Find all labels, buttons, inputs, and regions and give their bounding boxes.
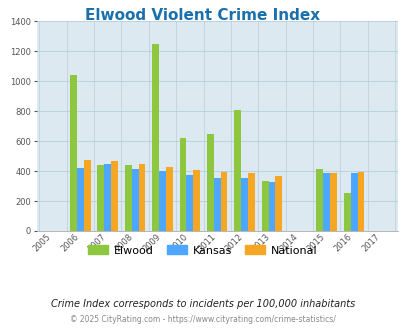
Bar <box>343 193 350 231</box>
Bar <box>83 160 90 231</box>
Bar <box>234 110 241 231</box>
Bar <box>97 165 104 231</box>
Bar <box>213 178 220 231</box>
Bar <box>179 138 186 231</box>
Bar <box>166 167 172 231</box>
Bar <box>111 161 118 231</box>
Bar <box>247 173 254 231</box>
Bar <box>322 173 329 231</box>
Text: Elwood Violent Crime Index: Elwood Violent Crime Index <box>85 8 320 23</box>
Bar <box>241 178 247 231</box>
Text: © 2025 CityRating.com - https://www.cityrating.com/crime-statistics/: © 2025 CityRating.com - https://www.city… <box>70 315 335 324</box>
Bar <box>268 182 275 231</box>
Bar <box>193 170 200 231</box>
Bar <box>70 75 77 231</box>
Bar <box>152 44 159 231</box>
Bar <box>350 173 357 231</box>
Bar <box>207 134 213 231</box>
Bar <box>357 172 363 231</box>
Bar <box>104 164 111 231</box>
Bar <box>275 176 281 231</box>
Bar <box>261 181 268 231</box>
Bar <box>124 165 131 231</box>
Bar <box>186 175 193 231</box>
Bar <box>220 172 227 231</box>
Bar <box>138 164 145 231</box>
Bar <box>159 171 166 231</box>
Bar <box>329 173 336 231</box>
Bar <box>131 169 138 231</box>
Legend: Elwood, Kansas, National: Elwood, Kansas, National <box>84 241 321 260</box>
Text: Crime Index corresponds to incidents per 100,000 inhabitants: Crime Index corresponds to incidents per… <box>51 299 354 309</box>
Bar <box>315 169 322 231</box>
Bar <box>77 168 83 231</box>
